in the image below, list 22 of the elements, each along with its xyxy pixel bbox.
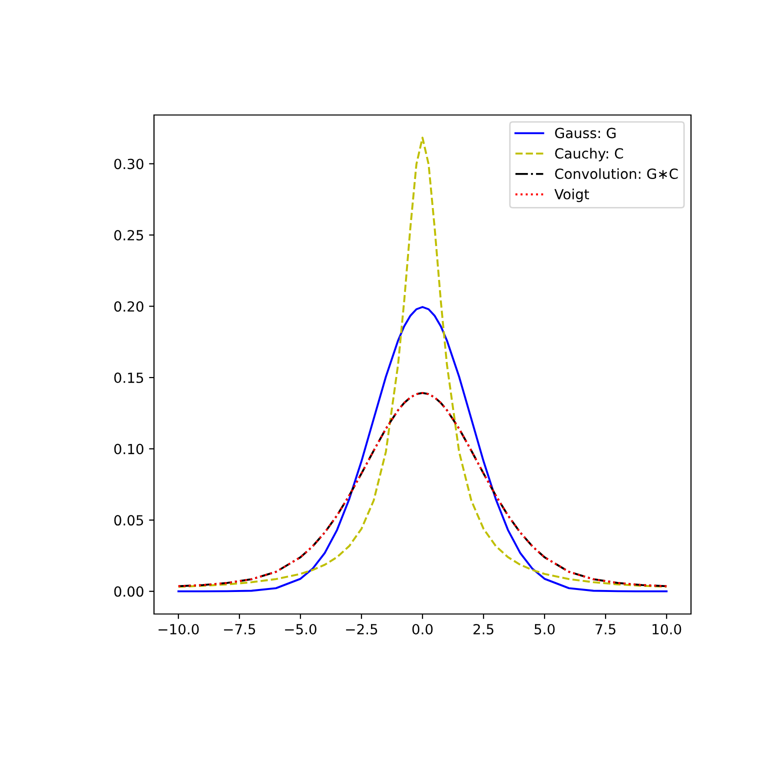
legend-label: Cauchy: C (555, 148, 624, 162)
y-tick-label: 0.30 (114, 158, 144, 170)
x-tick-label: −7.5 (224, 624, 256, 634)
x-tick-label: −2.5 (346, 624, 378, 634)
x-tick-label: 0.0 (412, 624, 433, 634)
x-tick-label: −5.0 (285, 624, 316, 634)
x-tick-label: −10.0 (158, 624, 199, 634)
legend-label: Gauss: G (555, 128, 616, 138)
line-series (177, 392, 668, 588)
y-tick-label: 0.00 (114, 586, 144, 597)
x-tick-label: 5.0 (534, 624, 555, 634)
line-series (177, 306, 668, 592)
x-tick-label: 10.0 (652, 624, 682, 634)
y-tick-label: 0.10 (114, 444, 144, 454)
legend-label: Convolution: G∗C (555, 168, 678, 180)
y-tick-label: 0.15 (114, 372, 144, 384)
x-tick-label: 2.5 (473, 624, 494, 634)
y-tick-label: 0.20 (114, 301, 144, 312)
x-tick-label: 7.5 (596, 624, 616, 634)
legend-label: Voigt (554, 188, 590, 202)
y-tick-label: 0.25 (114, 230, 144, 240)
y-tick-label: 0.05 (114, 515, 144, 526)
